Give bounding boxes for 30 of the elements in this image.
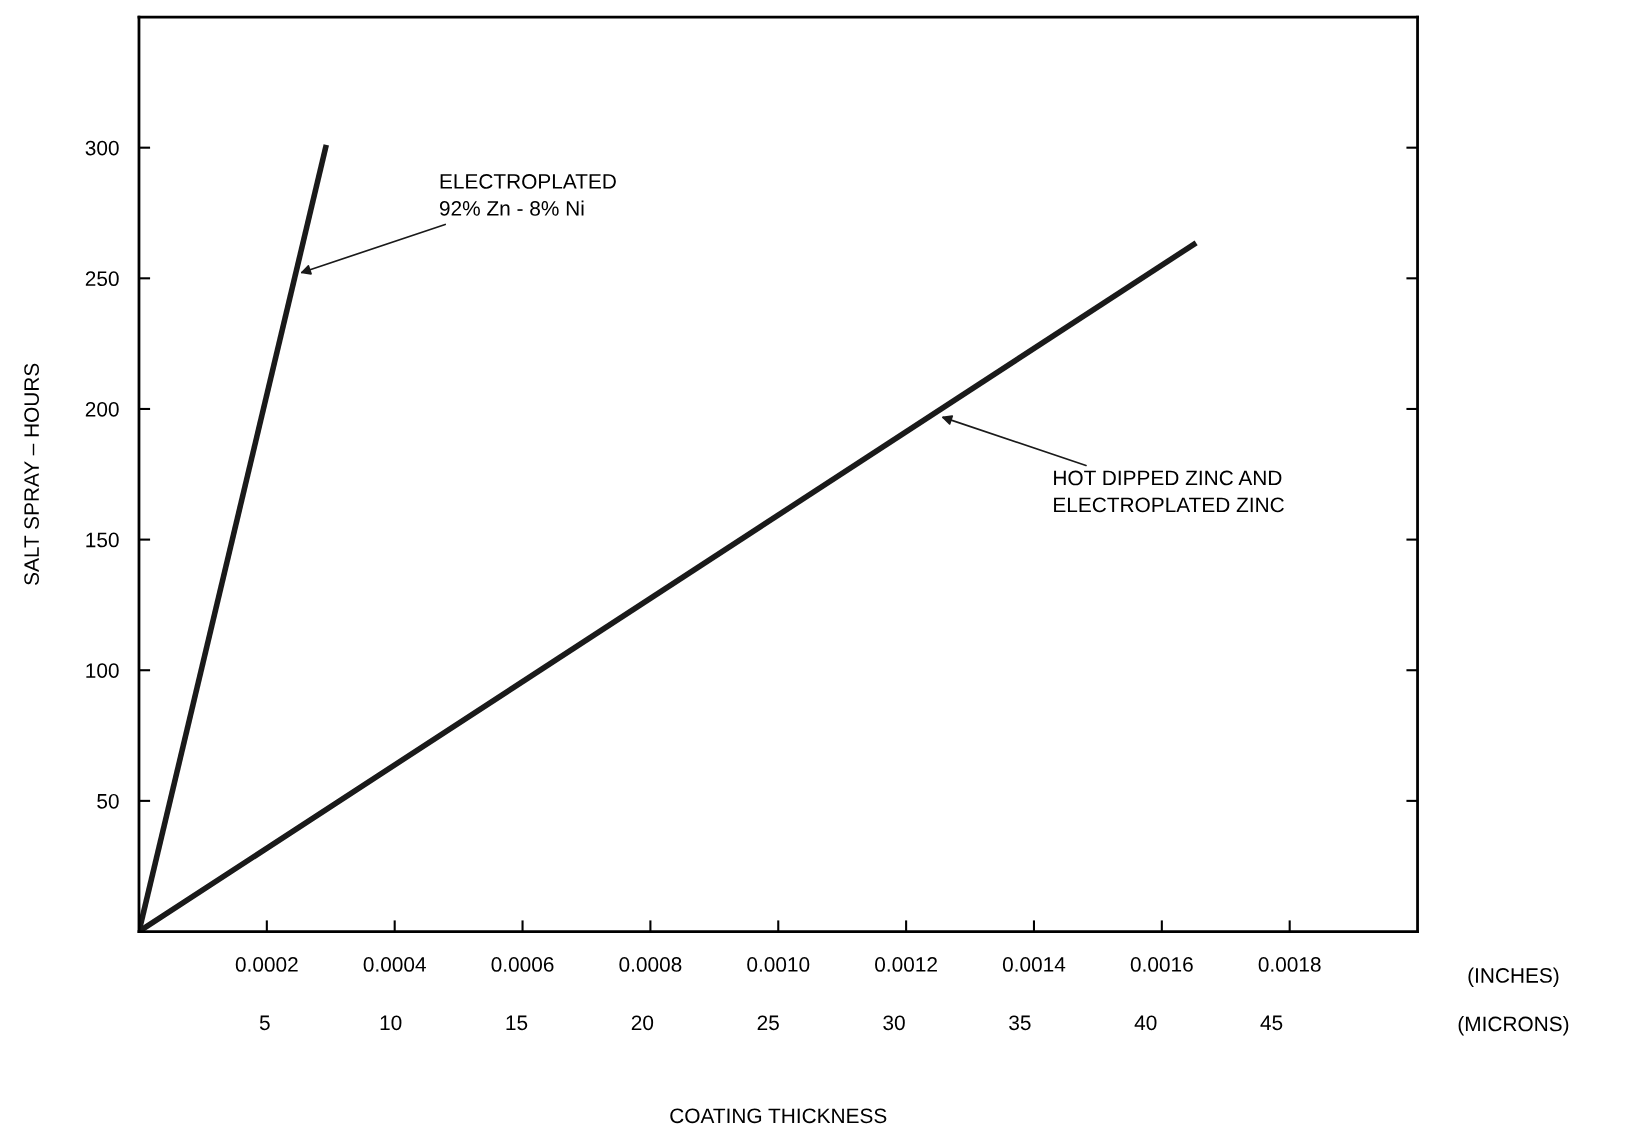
x-tick-label: 0.0016: [1130, 957, 1193, 972]
text: (MICRONS): [1458, 1016, 1569, 1036]
y-tick-label: 250: [85, 271, 119, 287]
x-tick-label: 0.0018: [1258, 957, 1321, 972]
x-tick-label: 0.0006: [491, 957, 554, 972]
x-axis-title: COATING THICKNESS: [670, 1108, 887, 1124]
x2-tick-label: 45: [1260, 1015, 1283, 1031]
text: (INCHES): [1468, 967, 1559, 987]
x-tick-label: 0.0012: [875, 957, 937, 972]
x2-tick-label: 20: [631, 1015, 654, 1031]
y-axis-title: SALT SPRAY – HOURS: [24, 363, 39, 585]
annotation: ELECTROPLATED 92% Zn - 8% Ni: [439, 174, 616, 216]
x2-tick-label: 40: [1134, 1015, 1157, 1031]
x-tick-label: 0.0010: [747, 957, 810, 972]
x2-tick-label: 35: [1009, 1015, 1031, 1031]
x2-tick-label: 10: [380, 1015, 402, 1031]
x2-tick-label: 5: [259, 1015, 270, 1031]
annotation: HOT DIPPED ZINC AND ELECTROPLATED ZINC: [1054, 470, 1284, 513]
x2-tick-label: 15: [506, 1015, 528, 1031]
y-tick-label: 100: [86, 663, 119, 678]
y-tick-label: 300: [85, 140, 119, 156]
x-tick-label: 0.0014: [1002, 957, 1066, 972]
y-tick-label: 200: [85, 401, 119, 417]
x2-tick-label: 25: [757, 1015, 779, 1031]
x-tick-label: 0.0008: [619, 957, 682, 972]
x-tick-label: 0.0004: [363, 957, 426, 972]
y-tick-label: 150: [86, 532, 119, 548]
y-tick-label: 50: [97, 793, 119, 809]
x2-tick-label: 30: [883, 1015, 905, 1031]
x-tick-label: 0.0002: [235, 957, 298, 972]
